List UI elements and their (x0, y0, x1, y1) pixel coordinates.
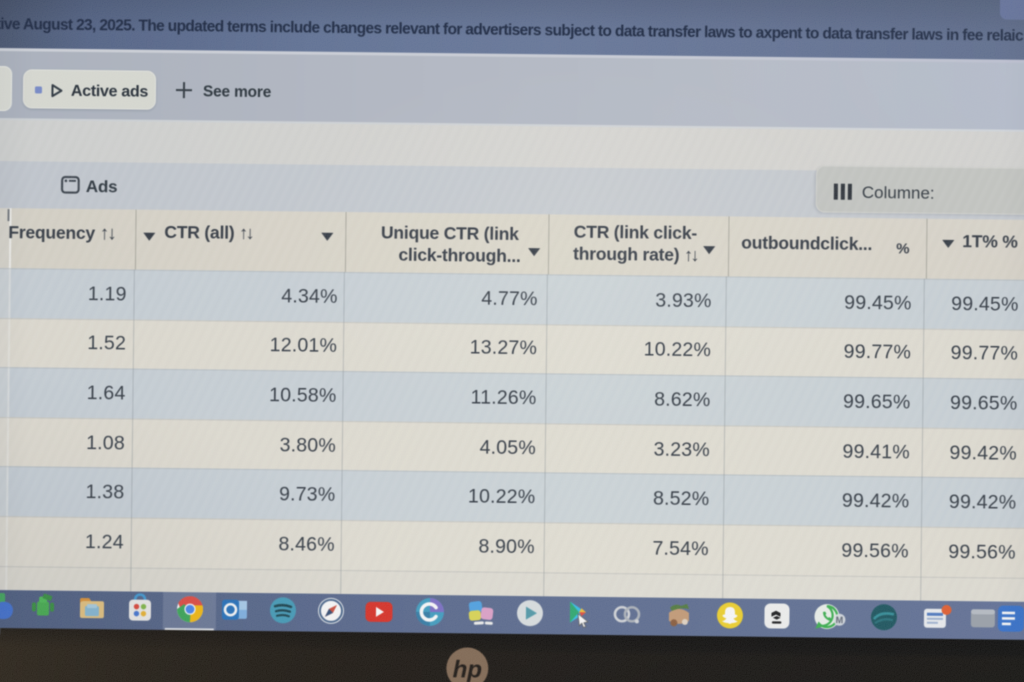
svg-text:hp: hp (452, 656, 482, 682)
svg-text:M: M (836, 615, 844, 625)
